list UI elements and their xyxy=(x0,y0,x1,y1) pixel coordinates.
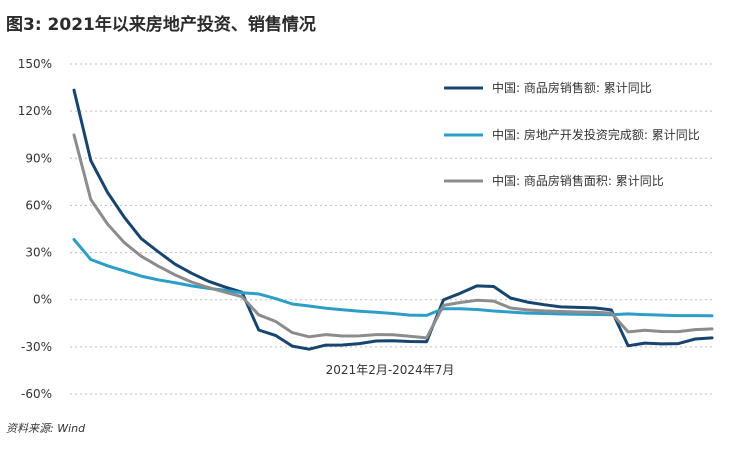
legend-label-1: 中国: 商品房销售额: 累计同比 xyxy=(492,80,652,95)
x-axis-label: 2021年2月-2024年7月 xyxy=(326,363,455,377)
series-line-1 xyxy=(72,88,714,351)
y-tick-label: 120% xyxy=(18,104,52,118)
series-lines xyxy=(72,88,714,351)
y-tick-label: 30% xyxy=(25,246,52,260)
legend-label-3: 中国: 商品房销售面积: 累计同比 xyxy=(492,173,664,188)
y-axis: 150% 120% 90% 60% 30% 0% -30% -60% xyxy=(18,57,52,401)
y-tick-label: 150% xyxy=(18,57,52,71)
y-tick-label: 0% xyxy=(33,293,52,307)
y-tick-label: 90% xyxy=(25,151,52,165)
y-tick-label: -30% xyxy=(21,340,52,354)
y-tick-label: -60% xyxy=(21,387,52,401)
series-line-3 xyxy=(72,133,714,340)
legend-label-2: 中国: 房地产开发投资完成额: 累计同比 xyxy=(492,127,700,142)
y-tick-label: 60% xyxy=(25,198,52,212)
chart-title: 图3: 2021年以来房地产投资、销售情况 xyxy=(6,15,316,35)
source-note: 资料来源: Wind xyxy=(6,422,86,435)
grid xyxy=(70,63,712,395)
series-line-2 xyxy=(72,238,714,318)
